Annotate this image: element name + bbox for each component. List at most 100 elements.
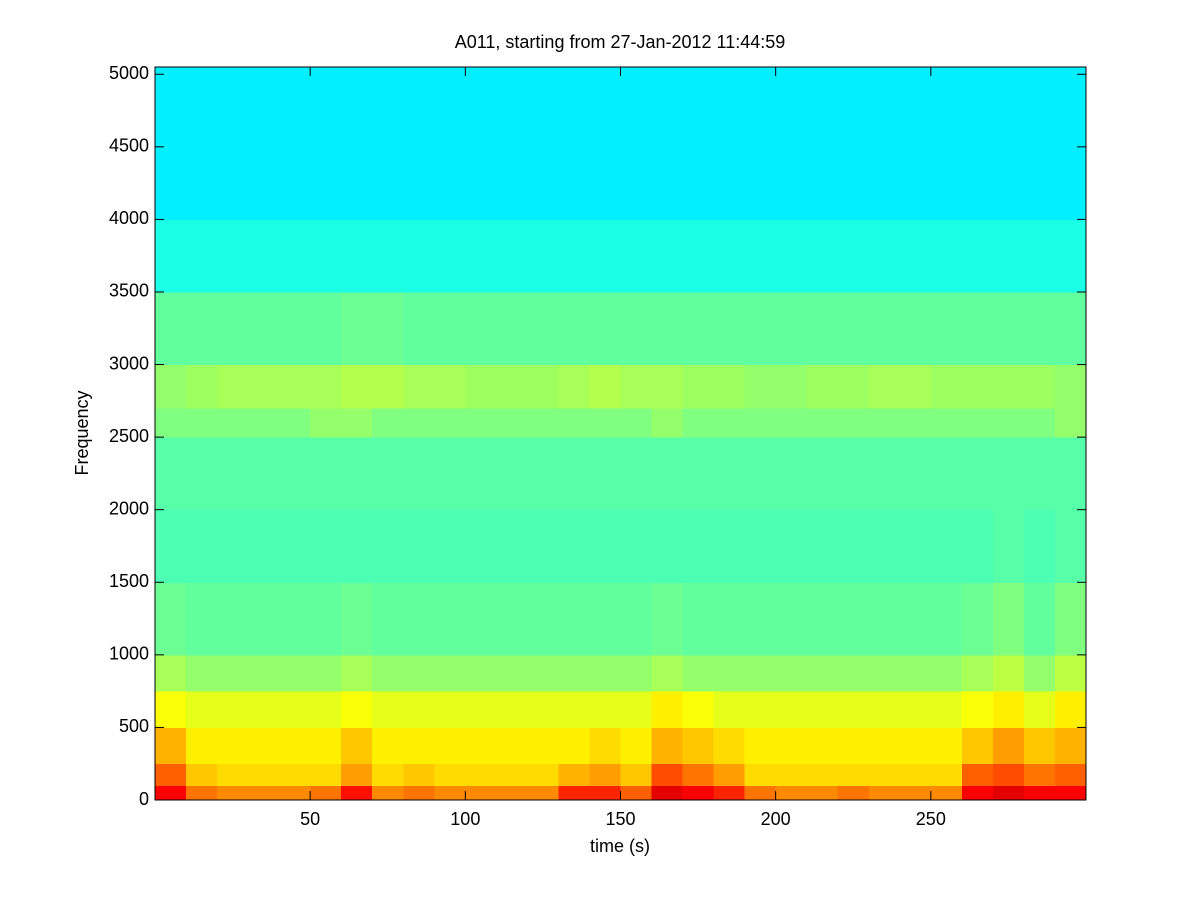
cell (930, 654, 963, 692)
heatmap-cells (155, 67, 1087, 801)
cell (868, 763, 901, 786)
cell (806, 437, 839, 511)
cell (744, 691, 777, 728)
cell (217, 654, 249, 692)
cell (992, 437, 1025, 511)
cell (961, 763, 994, 786)
cell (155, 785, 187, 801)
cell (372, 654, 404, 692)
cell (868, 364, 901, 409)
cell (837, 785, 870, 801)
cell (558, 727, 590, 765)
cell (341, 437, 373, 511)
cell (992, 785, 1025, 801)
cell (961, 582, 994, 656)
y-tick-label: 4000 (109, 208, 149, 228)
cell (1023, 291, 1056, 366)
cell (341, 408, 373, 438)
cell (496, 582, 528, 656)
cell (620, 67, 653, 220)
cell (961, 219, 994, 293)
y-tick-label: 3000 (109, 353, 149, 373)
cell (527, 291, 559, 366)
cell (930, 727, 963, 765)
cell (341, 727, 373, 765)
cell (651, 785, 684, 801)
cell (310, 509, 342, 583)
cell (868, 67, 901, 220)
cell (434, 763, 466, 786)
cell (186, 291, 218, 366)
cell (186, 219, 218, 293)
cell (248, 437, 280, 511)
y-tick-label: 500 (119, 716, 149, 736)
cell (713, 582, 746, 656)
cell (155, 763, 187, 786)
cell (1023, 408, 1056, 438)
cell (868, 291, 901, 366)
cell (310, 408, 342, 438)
cell (279, 219, 311, 293)
cell (620, 763, 653, 786)
cell (868, 509, 901, 583)
y-tick-label: 4500 (109, 136, 149, 156)
cell (465, 763, 497, 786)
y-tick-label: 1500 (109, 571, 149, 591)
cell (217, 691, 249, 728)
cell (217, 67, 249, 220)
cell (217, 364, 249, 409)
y-tick-label: 2000 (109, 498, 149, 518)
cell (403, 785, 435, 801)
cell (1023, 509, 1056, 583)
cell (713, 763, 746, 786)
cell (651, 763, 684, 786)
cell (186, 763, 218, 786)
cell (744, 727, 777, 765)
cell (837, 654, 870, 692)
cell (620, 219, 653, 293)
cell (248, 408, 280, 438)
cell (589, 408, 621, 438)
cell (186, 364, 218, 409)
cell (372, 408, 404, 438)
cell (186, 509, 218, 583)
cell (1054, 291, 1087, 366)
cell (961, 291, 994, 366)
x-tick-label: 100 (450, 809, 480, 829)
cell (310, 291, 342, 366)
cell (372, 509, 404, 583)
cell (1023, 691, 1056, 728)
cell (496, 437, 528, 511)
cell (155, 67, 187, 220)
cell (775, 509, 808, 583)
cell (310, 219, 342, 293)
cell (527, 364, 559, 409)
cell (620, 785, 653, 801)
cell (713, 67, 746, 220)
cell (651, 691, 684, 728)
cell (248, 654, 280, 692)
cell (558, 364, 590, 409)
cell (620, 509, 653, 583)
cell (465, 364, 497, 409)
x-tick-label: 250 (916, 809, 946, 829)
cell (217, 408, 249, 438)
cell (217, 509, 249, 583)
cell (372, 691, 404, 728)
cell (651, 509, 684, 583)
cell (868, 691, 901, 728)
cell (465, 691, 497, 728)
cell (775, 291, 808, 366)
cell (248, 67, 280, 220)
cell (837, 509, 870, 583)
cell (682, 727, 715, 765)
cell (899, 582, 932, 656)
cell (465, 654, 497, 692)
cell (806, 291, 839, 366)
cell (992, 291, 1025, 366)
cell (217, 763, 249, 786)
cell (248, 727, 280, 765)
cell (744, 654, 777, 692)
cell (186, 582, 218, 656)
